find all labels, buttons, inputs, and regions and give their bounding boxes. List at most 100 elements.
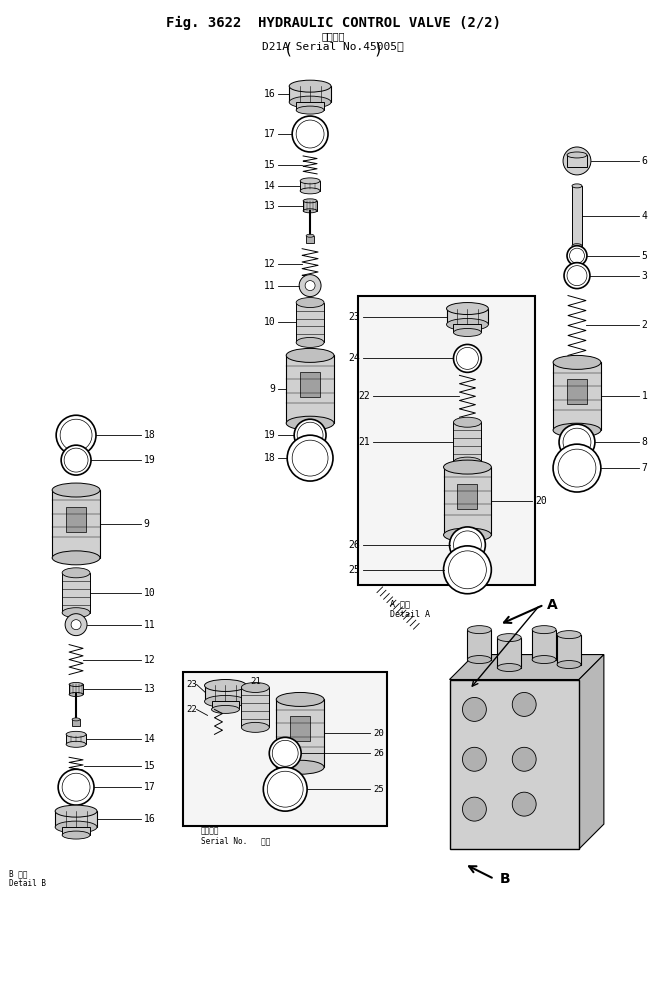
Bar: [454, 324, 482, 332]
Ellipse shape: [572, 244, 582, 248]
Circle shape: [294, 419, 326, 451]
Ellipse shape: [532, 626, 556, 634]
Ellipse shape: [300, 188, 320, 194]
Bar: [296, 102, 324, 110]
Text: 21: 21: [250, 677, 261, 686]
Bar: [358, 296, 535, 585]
Circle shape: [292, 440, 328, 476]
Circle shape: [65, 614, 87, 636]
Ellipse shape: [289, 80, 331, 92]
Text: 4: 4: [642, 211, 648, 221]
Bar: [276, 699, 324, 767]
Text: 13: 13: [144, 684, 155, 694]
Bar: [211, 701, 239, 709]
Ellipse shape: [532, 656, 556, 664]
Ellipse shape: [468, 626, 492, 634]
Text: 5: 5: [642, 251, 648, 261]
Ellipse shape: [553, 423, 601, 437]
Text: 12: 12: [144, 655, 155, 665]
Ellipse shape: [572, 184, 582, 188]
Circle shape: [267, 771, 303, 807]
Circle shape: [512, 747, 536, 771]
Circle shape: [450, 527, 486, 563]
Bar: [498, 638, 521, 668]
Bar: [290, 716, 310, 741]
Circle shape: [272, 740, 298, 766]
Ellipse shape: [296, 298, 324, 308]
Text: 17: 17: [263, 129, 275, 139]
Ellipse shape: [468, 656, 492, 664]
Circle shape: [297, 422, 323, 448]
Ellipse shape: [62, 568, 90, 578]
Text: 24: 24: [348, 353, 360, 363]
Circle shape: [462, 797, 486, 821]
Ellipse shape: [553, 355, 601, 369]
Ellipse shape: [557, 661, 581, 669]
Ellipse shape: [276, 760, 324, 774]
Text: 17: 17: [144, 782, 155, 792]
Text: 9: 9: [144, 519, 149, 529]
Ellipse shape: [289, 96, 331, 108]
Circle shape: [56, 415, 96, 455]
Text: 19: 19: [144, 455, 155, 465]
Circle shape: [64, 448, 88, 472]
Text: 23: 23: [348, 312, 360, 322]
Polygon shape: [579, 655, 604, 849]
Circle shape: [567, 266, 587, 286]
Ellipse shape: [498, 664, 521, 672]
Ellipse shape: [66, 741, 86, 747]
Circle shape: [287, 435, 333, 481]
Ellipse shape: [276, 692, 324, 706]
Text: D21A Serial No.45005～: D21A Serial No.45005～: [262, 41, 404, 51]
Bar: [532, 630, 556, 660]
Ellipse shape: [454, 457, 482, 467]
Bar: [567, 379, 587, 404]
Text: 14: 14: [263, 181, 275, 191]
Bar: [296, 303, 324, 342]
Text: 7: 7: [642, 463, 648, 473]
Bar: [62, 827, 90, 835]
Text: 12: 12: [263, 259, 275, 269]
Bar: [557, 635, 581, 665]
Circle shape: [299, 275, 321, 297]
Text: B: B: [500, 872, 510, 886]
Circle shape: [454, 531, 482, 559]
Bar: [572, 186, 582, 246]
Ellipse shape: [300, 178, 320, 184]
Circle shape: [444, 546, 492, 594]
Ellipse shape: [306, 234, 314, 237]
Ellipse shape: [303, 199, 317, 203]
Circle shape: [61, 445, 91, 475]
Text: 26: 26: [348, 540, 360, 550]
Ellipse shape: [69, 692, 83, 696]
Ellipse shape: [205, 680, 246, 691]
Text: Fig. 3622  HYDRAULIC CONTROL VALVE (2/2): Fig. 3622 HYDRAULIC CONTROL VALVE (2/2): [165, 15, 500, 30]
Text: 13: 13: [263, 201, 275, 211]
Text: 22: 22: [358, 391, 370, 401]
Bar: [66, 507, 86, 532]
Text: 20: 20: [373, 729, 384, 738]
Bar: [306, 236, 314, 243]
Ellipse shape: [296, 337, 324, 347]
Circle shape: [71, 620, 81, 630]
Circle shape: [512, 692, 536, 716]
Bar: [205, 685, 246, 701]
Circle shape: [269, 737, 301, 769]
Text: 19: 19: [263, 430, 275, 440]
Ellipse shape: [446, 303, 488, 315]
Text: 11: 11: [263, 281, 275, 291]
Ellipse shape: [55, 805, 97, 817]
Circle shape: [462, 747, 486, 771]
Ellipse shape: [69, 682, 83, 686]
Ellipse shape: [205, 695, 246, 707]
Ellipse shape: [444, 460, 492, 474]
Ellipse shape: [454, 417, 482, 427]
Ellipse shape: [286, 416, 334, 430]
Bar: [446, 309, 488, 324]
Circle shape: [563, 428, 591, 456]
Bar: [55, 811, 97, 827]
Bar: [300, 181, 320, 191]
Bar: [52, 490, 100, 558]
Circle shape: [58, 769, 94, 805]
Ellipse shape: [446, 319, 488, 330]
